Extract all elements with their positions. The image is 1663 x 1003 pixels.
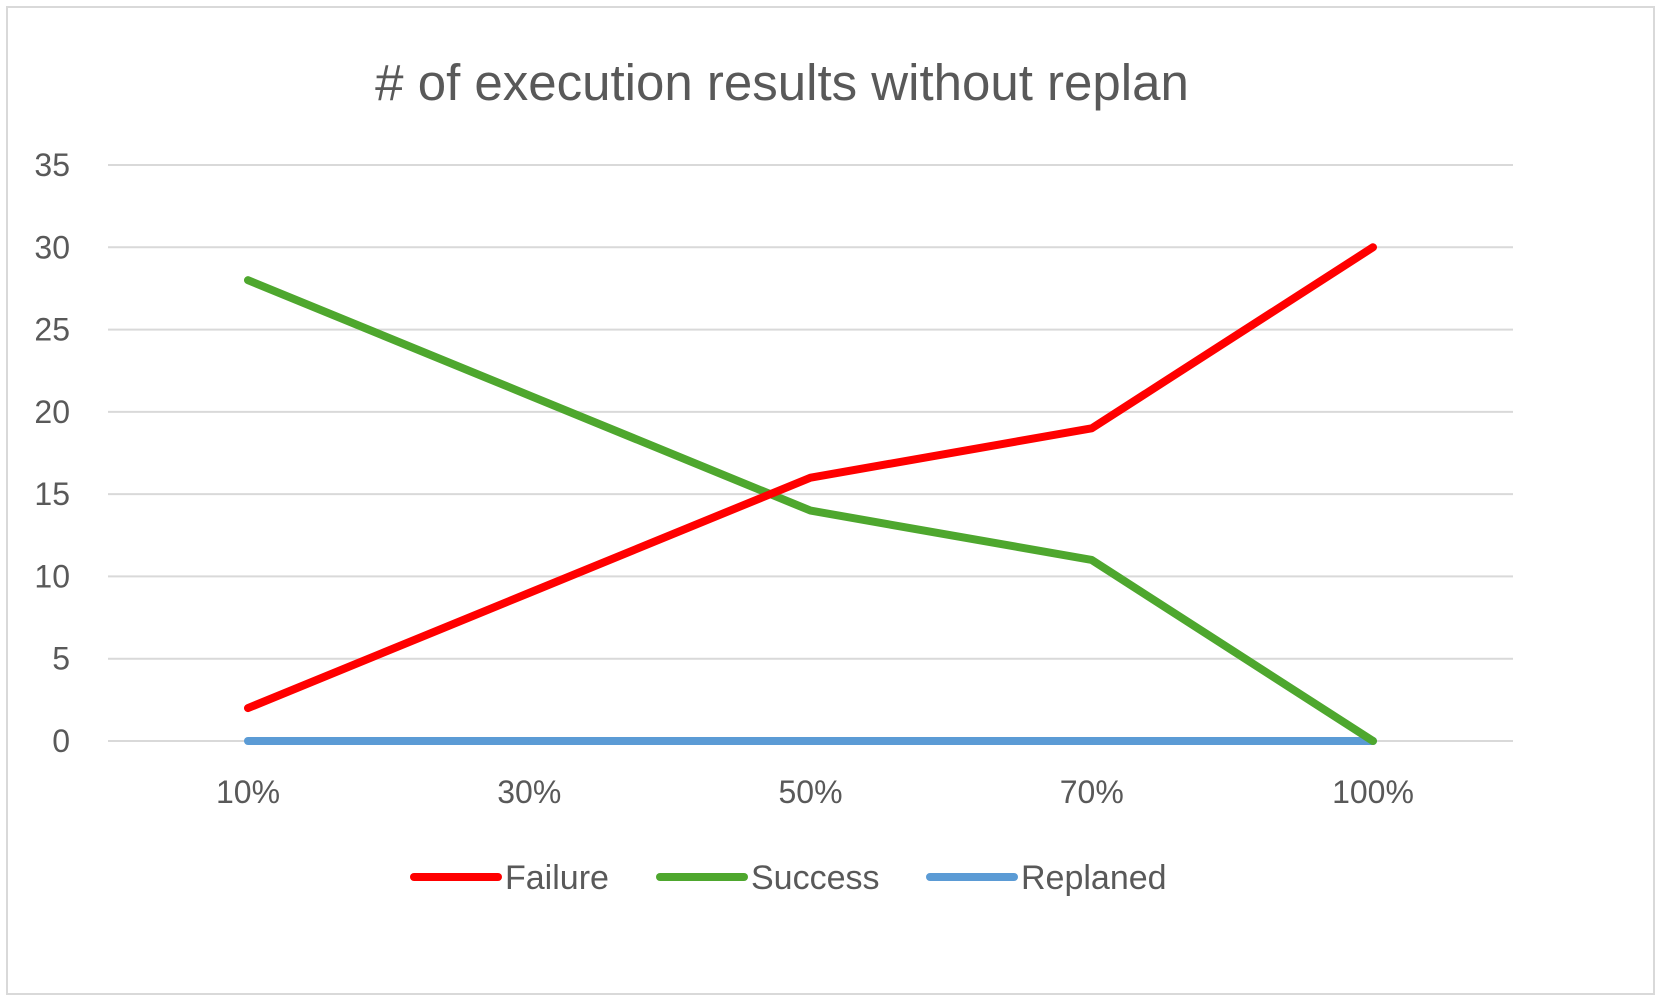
x-tick-label: 50%	[778, 774, 842, 810]
data-point-success	[1372, 740, 1374, 742]
y-tick-label: 0	[52, 723, 70, 759]
data-point-success	[528, 394, 531, 397]
data-point-replaned	[528, 740, 531, 742]
y-tick-label: 5	[52, 641, 70, 677]
y-tick-label: 10	[34, 558, 70, 594]
legend-label-failure: Failure	[505, 859, 609, 897]
x-tick-label: 70%	[1060, 774, 1124, 810]
data-point-failure	[247, 707, 249, 710]
data-point-failure	[528, 591, 531, 594]
data-point-success	[1090, 558, 1093, 561]
y-tick-label: 20	[34, 394, 70, 430]
data-point-failure	[1372, 246, 1374, 249]
y-axis-ticks: 0 5 10 15 20 25 30 35	[34, 147, 70, 759]
x-tick-label: 10%	[216, 774, 280, 810]
legend-label-replaned: Replaned	[1021, 859, 1167, 897]
legend-item-failure[interactable]: Failure	[410, 859, 609, 897]
y-tick-label: 15	[34, 476, 70, 512]
gridlines	[108, 164, 1513, 742]
data-point-replaned	[1090, 740, 1093, 742]
y-tick-label: 30	[34, 229, 70, 265]
chart-frame: # of execution results without replan 0 5…	[6, 6, 1655, 995]
x-tick-label: 100%	[1332, 774, 1414, 810]
legend-item-replaned[interactable]: Replaned	[926, 859, 1167, 897]
data-point-success	[247, 279, 249, 282]
y-tick-label: 25	[34, 312, 70, 348]
legend-label-success: Success	[751, 859, 880, 897]
chart-title: # of execution results without replan	[375, 54, 1189, 111]
legend-item-success[interactable]: Success	[656, 859, 880, 897]
legend: Failure Success Replaned	[410, 859, 1167, 897]
x-tick-label: 30%	[497, 774, 561, 810]
data-point-replaned	[809, 740, 812, 742]
y-tick-label: 35	[34, 147, 70, 183]
data-point-failure	[1090, 427, 1093, 430]
x-axis-ticks: 10% 30% 50% 70% 100%	[216, 774, 1414, 810]
data-point-success	[809, 509, 812, 512]
data-point-failure	[809, 476, 812, 479]
data-point-replaned	[247, 740, 249, 742]
line-chart: # of execution results without replan 0 5…	[34, 54, 1513, 897]
series-lines	[244, 243, 1377, 745]
